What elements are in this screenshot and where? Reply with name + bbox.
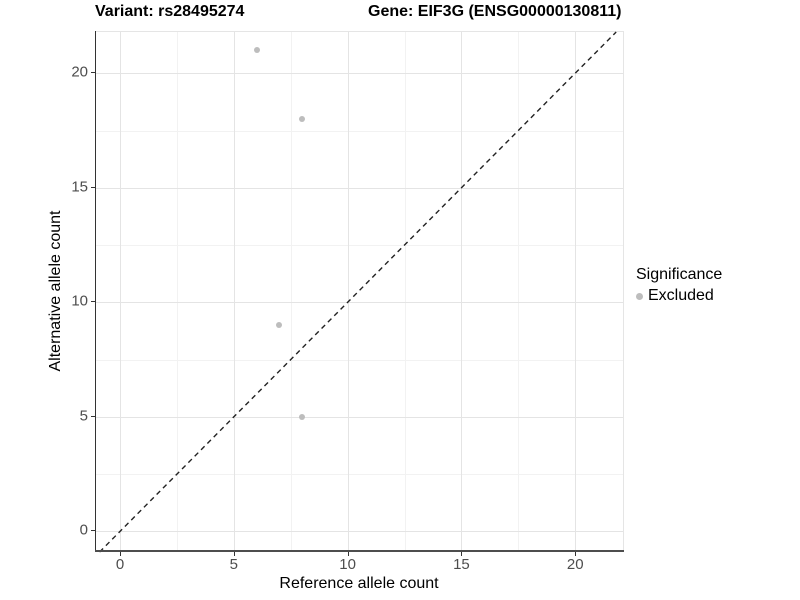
gridline-major-vertical [233, 32, 235, 552]
y-axis-title: Alternative allele count [47, 210, 64, 372]
x-tick-mark [575, 552, 577, 556]
x-tick-mark [347, 552, 349, 556]
data-point [299, 413, 306, 420]
y-axis-line [95, 31, 96, 552]
y-tick-label: 0 [79, 521, 88, 539]
data-point [253, 47, 260, 54]
x-tick-mark [233, 552, 235, 556]
gridline-major-horizontal [95, 416, 623, 418]
y-tick-mark [91, 186, 95, 188]
gridline-minor-vertical [518, 32, 520, 552]
gridline-major-vertical [120, 32, 122, 552]
x-tick-label: 20 [566, 556, 584, 573]
x-tick-label: 5 [229, 556, 238, 573]
legend-item-excluded: Excluded [636, 287, 722, 305]
gridline-major-horizontal [95, 531, 623, 533]
gridline-minor-horizontal [95, 359, 623, 361]
gridline-major-vertical [461, 32, 463, 552]
gridline-minor-vertical [290, 32, 292, 552]
x-tick-mark [461, 552, 463, 556]
gridline-major-horizontal [95, 187, 623, 189]
y-tick-mark [91, 301, 95, 303]
y-tick-label: 20 [71, 63, 88, 81]
x-tick-label: 0 [115, 556, 125, 573]
gridline-minor-vertical [176, 32, 178, 552]
x-tick-label: 15 [453, 556, 470, 573]
gridline-minor-horizontal [95, 130, 623, 132]
y-tick-mark [91, 530, 95, 532]
gridline-major-vertical [347, 32, 349, 552]
identity-line [99, 31, 617, 553]
legend-item-label: Excluded [648, 287, 714, 304]
gridline-minor-horizontal [95, 245, 623, 247]
y-tick-mark [91, 72, 95, 74]
gridline-major-vertical [575, 32, 577, 552]
gridline-major-horizontal [95, 73, 623, 75]
legend-title: Significance [636, 266, 723, 283]
gridline-minor-vertical [404, 32, 406, 552]
data-point [276, 322, 283, 329]
plot-title-gene: Gene: EIF3G (ENSG00000130811) [368, 3, 622, 20]
y-tick-label: 5 [79, 407, 88, 425]
plot-panel [95, 31, 624, 553]
gridline-minor-horizontal [95, 474, 623, 476]
x-tick-mark [120, 552, 122, 556]
y-tick-mark [91, 415, 95, 417]
y-tick-label: 10 [71, 292, 88, 310]
plot-title-variant: Variant: rs28495274 [95, 3, 245, 20]
x-axis-line [95, 550, 624, 552]
x-tick-label: 10 [339, 556, 356, 573]
y-tick-label: 15 [71, 178, 88, 196]
gridline-major-horizontal [95, 302, 623, 304]
data-point [299, 116, 306, 123]
legend-point-icon [636, 292, 643, 300]
legend: Significance Excluded [636, 266, 722, 305]
x-axis-title: Reference allele count [279, 575, 439, 592]
